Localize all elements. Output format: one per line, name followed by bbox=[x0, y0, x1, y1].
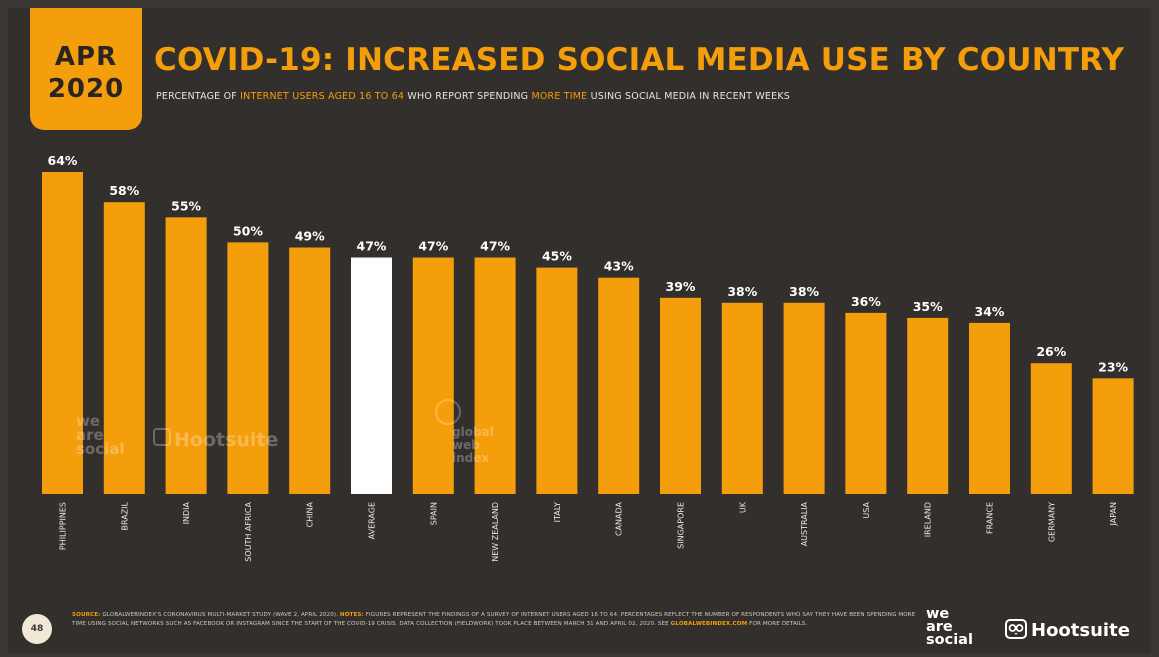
source-link[interactable]: GLOBALWEBINDEX.COM bbox=[670, 621, 748, 627]
slide: APR 2020 COVID-19: INCREASED SOCIAL MEDI… bbox=[8, 8, 1151, 653]
wearesocial-logo-social: social bbox=[926, 632, 973, 648]
category-label-usa: USA bbox=[862, 501, 871, 518]
badge-year: 2020 bbox=[47, 74, 125, 104]
category-label-india: INDIA bbox=[182, 501, 191, 524]
hootsuite-logo-text: Hootsuite bbox=[1031, 620, 1130, 641]
category-label-average: AVERAGE bbox=[368, 502, 377, 539]
category-label-canada: CANADA bbox=[615, 501, 624, 536]
source-note: SOURCE: GLOBALWEBINDEX'S CORONAVIRUS MUL… bbox=[72, 611, 922, 629]
bar-germany bbox=[1030, 363, 1072, 494]
category-label-new-zealand: NEW ZEALAND bbox=[491, 502, 500, 562]
value-label-singapore: 39% bbox=[666, 279, 696, 294]
bar-uk bbox=[721, 302, 763, 494]
source-key: SOURCE: bbox=[72, 612, 101, 618]
bar-philippines bbox=[42, 172, 83, 494]
bar-average bbox=[351, 257, 392, 494]
wearesocial-logo-are: are bbox=[926, 619, 953, 635]
value-label-brazil: 58% bbox=[109, 183, 139, 198]
watermark-wearesocial-1: are bbox=[76, 426, 104, 444]
category-label-germany: GERMANY bbox=[1047, 502, 1056, 542]
bar-china bbox=[289, 247, 331, 494]
category-label-china: CHINA bbox=[306, 501, 315, 527]
bar-ireland bbox=[907, 317, 949, 494]
value-label-australia: 38% bbox=[789, 284, 819, 299]
value-label-usa: 36% bbox=[851, 294, 881, 309]
value-label-germany: 26% bbox=[1036, 344, 1066, 359]
category-label-philippines: PHILIPPINES bbox=[59, 502, 68, 550]
notes-key: NOTES: bbox=[339, 612, 364, 618]
value-label-average: 47% bbox=[357, 239, 387, 254]
value-label-india: 55% bbox=[171, 198, 201, 213]
watermark-gwi-0: global bbox=[452, 425, 494, 439]
bar-india bbox=[165, 217, 207, 495]
subtitle-part: PERCENTAGE OF bbox=[156, 91, 241, 102]
wearesocial-logo-we: we bbox=[926, 606, 950, 622]
bar-south-africa bbox=[227, 242, 269, 494]
value-label-ireland: 35% bbox=[913, 299, 943, 314]
subtitle-part: MORE TIME bbox=[531, 91, 588, 102]
value-label-spain: 47% bbox=[418, 239, 448, 254]
date-badge: APR 2020 bbox=[30, 8, 142, 130]
subtitle-part: INTERNET USERS AGED 16 TO 64 bbox=[240, 91, 405, 102]
source-text: GLOBALWEBINDEX'S CORONAVIRUS MULTI-MARKE… bbox=[100, 612, 340, 618]
category-label-spain: SPAIN bbox=[429, 502, 438, 525]
subtitle-part: WHO REPORT SPENDING bbox=[404, 91, 532, 102]
bar-chart: 64% 58% 55% 50% 49% 47% 47% 47% 45% 43% 39% 38% 38% 3… bbox=[42, 153, 1134, 562]
watermark-gwi-2: index bbox=[452, 451, 489, 465]
category-label-italy: ITALY bbox=[553, 502, 562, 522]
notes-text: FIGURES REPRESENT THE FINDINGS OF A SURV… bbox=[72, 612, 916, 627]
source-tail: FOR MORE DETAILS. bbox=[747, 621, 808, 627]
value-label-philippines: 64% bbox=[48, 153, 78, 168]
watermark-owl-icon bbox=[153, 428, 171, 446]
slide-subtitle: PERCENTAGE OF INTERNET USERS AGED 16 TO … bbox=[156, 91, 790, 102]
watermark-globe-icon bbox=[435, 399, 461, 425]
footer: 48 SOURCE: GLOBALWEBINDEX'S CORONAVIRUS … bbox=[8, 604, 1151, 653]
watermark-hootsuite: Hootsuite bbox=[174, 429, 278, 451]
bar-new-zealand bbox=[474, 257, 516, 494]
category-label-australia: AUSTRALIA bbox=[800, 501, 809, 546]
category-label-france: FRANCE bbox=[986, 502, 995, 534]
bar-italy bbox=[536, 267, 578, 494]
bar-australia bbox=[783, 302, 825, 494]
category-label-brazil: BRAZIL bbox=[120, 501, 129, 530]
bar-brazil bbox=[103, 202, 145, 494]
category-labels: PHILIPPINES BRAZIL INDIA SOUTH AFRICA CHINA A… bbox=[59, 501, 1119, 562]
badge-month: APR bbox=[54, 42, 118, 72]
bar-spain bbox=[412, 257, 454, 494]
value-label-new-zealand: 47% bbox=[480, 239, 510, 254]
bar-france bbox=[969, 322, 1010, 494]
value-label-south-africa: 50% bbox=[233, 223, 263, 238]
category-label-singapore: SINGAPORE bbox=[677, 502, 686, 549]
value-label-canada: 43% bbox=[604, 259, 634, 274]
bars bbox=[42, 172, 1134, 495]
watermark-gwi-1: web bbox=[452, 438, 480, 452]
bar-usa bbox=[845, 312, 887, 494]
value-label-china: 49% bbox=[295, 229, 325, 244]
value-label-uk: 38% bbox=[727, 284, 757, 299]
value-labels: 64% 58% 55% 50% 49% 47% 47% 47% 45% 43% 39% 38% 38% 3… bbox=[48, 153, 1129, 374]
category-label-japan: JAPAN bbox=[1109, 502, 1118, 526]
slide-title: COVID-19: INCREASED SOCIAL MEDIA USE BY … bbox=[154, 42, 1125, 78]
wearesocial-logo: we are social bbox=[926, 606, 996, 648]
category-label-south-africa: SOUTH AFRICA bbox=[244, 501, 253, 561]
watermark-wearesocial-2: social bbox=[76, 440, 125, 458]
page-number: 48 bbox=[22, 614, 52, 644]
category-label-uk: UK bbox=[738, 501, 747, 513]
value-label-italy: 45% bbox=[542, 249, 572, 264]
bar-singapore bbox=[660, 297, 701, 494]
subtitle-part: USING SOCIAL MEDIA IN RECENT WEEKS bbox=[587, 91, 790, 102]
hootsuite-logo: Hootsuite bbox=[1005, 618, 1130, 641]
value-label-japan: 23% bbox=[1098, 359, 1128, 374]
category-label-ireland: IRELAND bbox=[924, 502, 933, 537]
owl-icon bbox=[1005, 619, 1027, 639]
bar-canada bbox=[598, 277, 640, 494]
watermark-wearesocial-0: we bbox=[76, 412, 100, 430]
value-label-france: 34% bbox=[975, 304, 1005, 319]
bar-japan bbox=[1092, 378, 1134, 494]
